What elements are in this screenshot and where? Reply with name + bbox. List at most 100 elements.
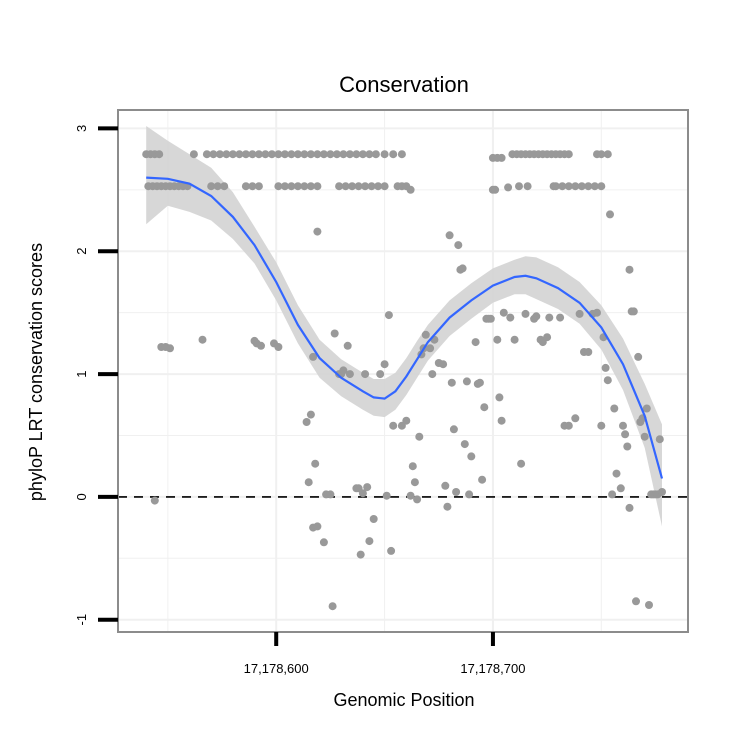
data-point: [254, 182, 263, 191]
data-point: [313, 182, 322, 191]
data-point: [380, 150, 389, 159]
data-point: [421, 330, 430, 339]
data-point: [597, 150, 606, 159]
data-point: [497, 153, 506, 162]
data-point: [462, 377, 471, 386]
data-point: [384, 311, 393, 320]
data-point: [354, 182, 363, 191]
data-point: [521, 309, 530, 318]
x-axis-title: Genomic Position: [333, 690, 474, 710]
data-point: [619, 421, 627, 430]
data-point: [517, 459, 526, 468]
x-tick-label: 17,178,600: [244, 661, 309, 676]
data-point: [343, 341, 352, 350]
data-point: [365, 537, 374, 546]
data-point: [376, 370, 385, 379]
data-point: [443, 502, 452, 511]
data-point: [155, 150, 164, 159]
data-point: [311, 459, 320, 468]
data-point: [280, 182, 289, 191]
data-point: [452, 488, 461, 496]
data-point: [467, 452, 476, 461]
data-point: [642, 404, 651, 413]
data-point: [326, 490, 335, 499]
data-point: [506, 313, 515, 322]
data-point: [625, 265, 634, 274]
data-point: [358, 150, 367, 159]
data-point: [361, 370, 370, 379]
data-point: [623, 442, 632, 451]
data-points: [142, 150, 666, 611]
data-point: [293, 182, 302, 191]
data-point: [543, 333, 552, 342]
data-point: [300, 150, 309, 159]
data-point: [621, 430, 630, 439]
data-point: [220, 182, 229, 191]
grid-lines: [118, 110, 688, 632]
data-point: [497, 416, 506, 425]
data-point: [447, 378, 456, 387]
data-point: [564, 182, 573, 191]
data-point: [523, 182, 532, 191]
data-point: [309, 352, 318, 361]
data-point: [597, 182, 606, 191]
data-point: [332, 150, 341, 159]
data-point: [480, 403, 489, 412]
data-point: [335, 182, 344, 191]
data-point: [345, 370, 354, 379]
data-point: [326, 150, 335, 159]
data-point: [564, 150, 573, 159]
data-point: [304, 478, 313, 487]
data-point: [577, 182, 586, 191]
data-point: [475, 378, 484, 387]
data-point: [460, 440, 469, 449]
data-point: [313, 522, 322, 531]
data-point: [313, 150, 322, 159]
data-point: [293, 150, 302, 159]
data-point: [348, 182, 357, 191]
data-point: [363, 483, 372, 492]
data-point: [215, 150, 224, 159]
data-point: [584, 182, 593, 191]
data-point: [603, 376, 612, 385]
data-point: [319, 150, 328, 159]
y-axis: -1 0 1 2 3: [74, 125, 118, 625]
data-point: [209, 150, 218, 159]
data-point: [493, 335, 502, 344]
y-tick-label: 0: [74, 493, 89, 500]
data-point: [558, 182, 567, 191]
data-point: [213, 182, 222, 191]
data-point: [625, 503, 634, 512]
data-point: [280, 150, 289, 159]
data-point: [426, 344, 435, 353]
data-point: [608, 490, 617, 499]
data-point: [374, 182, 383, 191]
data-point: [389, 421, 398, 430]
data-point: [228, 150, 237, 159]
x-tick-label: 17,178,700: [460, 661, 525, 676]
data-point: [590, 182, 599, 191]
data-point: [658, 488, 666, 496]
data-point: [371, 150, 380, 159]
data-point: [361, 182, 370, 191]
data-point: [365, 150, 374, 159]
data-point: [439, 360, 448, 369]
data-point: [198, 335, 207, 344]
data-point: [274, 182, 283, 191]
data-point: [367, 182, 376, 191]
data-point: [306, 182, 315, 191]
data-point: [515, 182, 523, 191]
data-point: [606, 210, 614, 219]
data-point: [406, 491, 415, 500]
data-point: [632, 597, 640, 606]
data-point: [597, 421, 606, 430]
data-point: [319, 538, 328, 547]
data-point: [241, 182, 250, 191]
y-axis-title: phyloP LRT conservation scores: [26, 243, 46, 501]
data-point: [313, 227, 322, 236]
data-point: [556, 313, 565, 322]
data-point: [328, 602, 337, 611]
y-tick-label: 1: [74, 370, 89, 377]
data-point: [458, 264, 467, 273]
data-point: [629, 307, 638, 316]
